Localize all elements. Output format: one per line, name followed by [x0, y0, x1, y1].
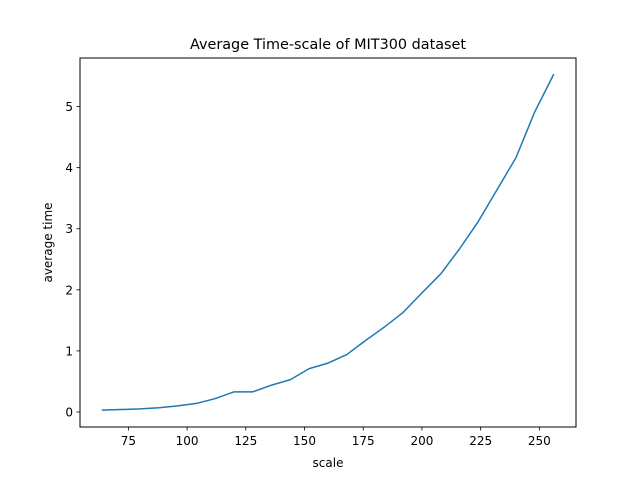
x-tick-label: 125: [234, 434, 257, 448]
x-tick-label: 150: [293, 434, 316, 448]
x-tick-label: 200: [410, 434, 433, 448]
plot-area: 75 100 125 150 175 200 225 250 0 1 2 3 4 5: [65, 73, 555, 448]
x-tick-label: 250: [528, 434, 551, 448]
x-tick-label: 175: [352, 434, 375, 448]
x-axis-label: scale: [313, 456, 344, 470]
y-axis-label: average time: [41, 202, 55, 282]
axes-frame: [79, 57, 577, 428]
x-tick-label: 225: [469, 434, 492, 448]
series-line: [101, 73, 555, 411]
y-tick-label: 3: [65, 222, 73, 236]
x-tick-label: 75: [121, 434, 136, 448]
y-tick-label: 5: [65, 100, 73, 114]
chart-title: Average Time-scale of MIT300 dataset: [190, 37, 466, 53]
x-tick-label: 100: [176, 434, 199, 448]
y-tick-label: 2: [65, 283, 73, 297]
y-tick-label: 0: [65, 405, 73, 419]
y-tick-label: 1: [65, 344, 73, 358]
y-tick-label: 4: [65, 161, 73, 175]
